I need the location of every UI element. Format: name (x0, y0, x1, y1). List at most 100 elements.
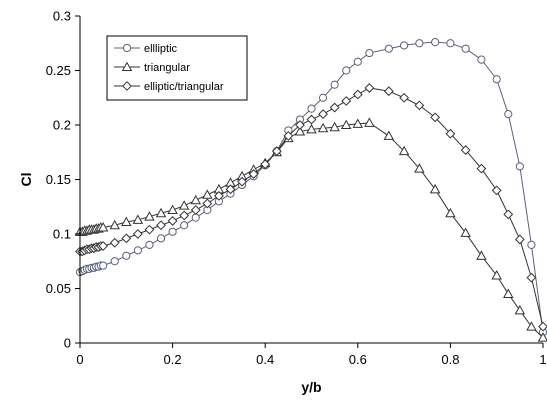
data-point (144, 211, 155, 221)
data-point (283, 130, 294, 141)
data-point (330, 80, 339, 89)
data-point (491, 269, 502, 280)
data-point (167, 216, 178, 226)
y-axis-title: Cl (18, 173, 34, 187)
data-point (383, 130, 395, 140)
y-tick-label: 0.3 (53, 9, 71, 24)
data-point (430, 112, 441, 123)
data-point (133, 246, 142, 255)
data-point (491, 185, 502, 196)
data-point (476, 250, 487, 260)
x-tick-label: 0.6 (349, 352, 367, 367)
data-point (307, 104, 316, 113)
legend-item: elliptic/triangular (114, 81, 224, 93)
series-layer (74, 38, 547, 342)
data-point (132, 229, 143, 239)
data-point (145, 240, 154, 249)
x-tick-label: 0.8 (441, 352, 459, 367)
data-point (538, 321, 547, 332)
y-tick-label: 0 (64, 336, 71, 351)
y-tick-label: 0.2 (53, 118, 71, 133)
data-point (99, 261, 108, 270)
legend-item: ellliptic (114, 43, 178, 55)
data-point (306, 123, 317, 134)
data-point (179, 210, 190, 221)
data-point (515, 162, 524, 171)
data-point (156, 220, 166, 231)
data-point (514, 304, 526, 315)
legend-item: triangular (114, 61, 190, 74)
data-point (383, 86, 394, 97)
data-point (414, 163, 425, 173)
data-point (460, 145, 471, 155)
x-tick-label: 0.2 (164, 352, 182, 367)
x-axis-title: y/b (301, 379, 321, 395)
data-point (365, 48, 374, 58)
data-point (514, 234, 525, 245)
data-point (295, 120, 305, 130)
data-point (121, 216, 132, 227)
data-point (97, 222, 109, 232)
legend-marker (122, 43, 132, 53)
data-point (352, 89, 363, 100)
data-point (237, 176, 247, 187)
y-tick-label: 0.15 (46, 172, 71, 187)
data-point (213, 190, 224, 201)
legend-label: ellliptic (144, 43, 178, 55)
legend-label: elliptic/triangular (144, 81, 224, 93)
series-2 (75, 83, 547, 332)
data-point (225, 184, 236, 195)
data-point (526, 272, 537, 283)
y-ticks: 0 0.05 0.1 0.15 0.2 0.25 0.3 (46, 9, 80, 351)
data-point (342, 66, 351, 75)
data-point (460, 227, 471, 237)
data-point (202, 198, 213, 209)
x-tick-label: 0.4 (256, 352, 274, 367)
data-point (110, 257, 119, 266)
data-point (122, 251, 131, 260)
data-point (364, 83, 375, 93)
data-point (429, 183, 441, 194)
data-point (414, 100, 425, 111)
y-tick-label: 0.05 (46, 281, 71, 296)
data-point (260, 159, 271, 170)
legend-marker (121, 61, 133, 72)
data-point (384, 44, 393, 53)
data-point (445, 128, 456, 139)
y-tick-label: 0.1 (53, 227, 71, 242)
data-point (526, 321, 537, 331)
data-point (318, 109, 328, 120)
data-point (191, 213, 200, 222)
data-point (248, 169, 259, 179)
data-point (353, 57, 362, 66)
legend-marker (122, 81, 132, 91)
data-point (168, 227, 177, 236)
data-point (364, 117, 375, 127)
x-ticks: 0 0.2 0.4 0.6 0.8 1 (76, 343, 547, 367)
data-point (445, 207, 456, 218)
data-point (190, 205, 201, 215)
data-point (431, 38, 440, 47)
data-point (294, 126, 306, 136)
data-point (306, 114, 317, 125)
y-tick-label: 0.25 (46, 63, 71, 78)
data-point (461, 44, 470, 53)
data-point (527, 240, 536, 249)
data-point (477, 55, 486, 64)
legend: ellliptic triangular elliptic/triangular (106, 35, 248, 101)
x-tick-label: 1 (539, 352, 546, 367)
data-point (121, 233, 132, 244)
data-point (180, 221, 189, 230)
data-point (167, 204, 178, 215)
data-point (400, 41, 409, 50)
data-point (144, 224, 155, 235)
data-point (476, 163, 487, 174)
data-point (109, 219, 120, 230)
data-point (504, 110, 513, 119)
data-point (178, 200, 190, 210)
x-tick-label: 0 (76, 352, 83, 367)
data-point (537, 332, 547, 342)
data-point (340, 119, 352, 130)
